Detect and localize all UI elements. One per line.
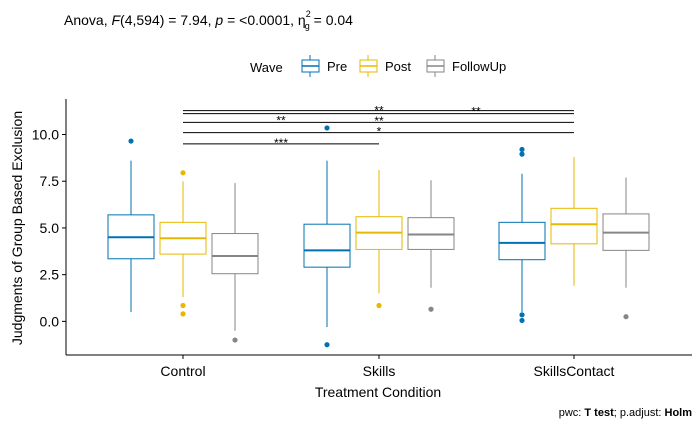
outlier-point xyxy=(128,138,134,144)
outlier-point xyxy=(519,317,525,324)
y-tick-label: 2.5 xyxy=(40,267,60,283)
sig-label: ** xyxy=(276,113,286,127)
caption-middle: ; p.adjust: xyxy=(614,407,665,419)
outlier-point xyxy=(232,337,238,343)
title-p-symbol: p xyxy=(214,12,223,28)
legend-label: FollowUp xyxy=(452,59,506,74)
legend: Wave Pre Post FollowUp xyxy=(250,55,506,77)
chart-title: Anova, F(4,594) = 7.94, p = <0.0001, η2 g… xyxy=(64,9,353,31)
caption-test: T test xyxy=(584,407,614,419)
sig-label: * xyxy=(377,125,382,139)
outlier-point xyxy=(519,151,525,157)
y-tick-label: 5.0 xyxy=(40,220,60,236)
box-followup-control xyxy=(211,183,259,343)
outlier-point xyxy=(519,312,525,318)
box-post-skills xyxy=(355,170,403,309)
box-pre-skills xyxy=(303,125,351,348)
outlier-point xyxy=(428,306,434,312)
outlier-point xyxy=(519,146,525,153)
outlier-point xyxy=(376,302,382,309)
box-iqr xyxy=(498,221,546,261)
x-axis-label: Treatment Condition xyxy=(315,384,441,400)
box-post-control xyxy=(159,170,207,317)
sig-label: ** xyxy=(471,105,481,119)
title-prefix: Anova, xyxy=(64,12,111,28)
y-tick-label: 7.5 xyxy=(40,173,60,189)
legend-label: Pre xyxy=(327,59,347,74)
caption: pwc: T test; p.adjust: Holm xyxy=(559,407,693,419)
outlier-point xyxy=(324,125,330,131)
box-pre-skillscontact xyxy=(498,146,546,324)
sig-label: *** xyxy=(274,136,288,150)
y-axis-label: Judgments of Group Based Exclusion xyxy=(9,111,25,345)
legend-item-followup: FollowUp xyxy=(426,55,506,77)
outlier-point xyxy=(180,311,186,317)
title-f-args: (4,594) = 7.94, xyxy=(120,12,215,28)
box-iqr xyxy=(303,223,351,268)
title-eta-sup: 2 xyxy=(306,9,311,19)
caption-prefix: pwc: xyxy=(559,407,585,419)
title-f-symbol: F xyxy=(111,12,121,28)
title-eta-symbol: η xyxy=(298,12,306,28)
sig-label: ** xyxy=(374,104,384,118)
caption-method: Holm xyxy=(665,407,693,419)
x-tick-label: SkillsContact xyxy=(534,363,615,379)
box-iqr xyxy=(550,207,598,245)
legend-item-post: Post xyxy=(359,55,411,77)
legend-item-pre: Pre xyxy=(301,55,347,77)
outlier-point xyxy=(324,342,330,348)
title-eta-sub: g xyxy=(305,21,310,31)
y-tick-label: 10.0 xyxy=(32,127,59,143)
box-followup-skills xyxy=(407,180,455,312)
x-tick-label: Skills xyxy=(363,363,396,379)
box-post-skillscontact xyxy=(550,156,598,286)
box-followup-skillscontact xyxy=(602,177,650,320)
outlier-point xyxy=(623,314,629,320)
title-eta-value: = 0.04 xyxy=(310,12,353,28)
box-iqr xyxy=(211,233,259,275)
box-pre-control xyxy=(107,138,155,313)
sig-label: ** xyxy=(374,114,384,128)
outlier-point xyxy=(180,302,186,309)
title-p-value: = <0.0001, xyxy=(223,12,298,28)
legend-title: Wave xyxy=(250,60,283,75)
legend-label: Post xyxy=(385,59,411,74)
y-tick-label: 0.0 xyxy=(40,313,60,329)
outlier-point xyxy=(180,170,186,176)
x-tick-label: Control xyxy=(160,363,205,379)
